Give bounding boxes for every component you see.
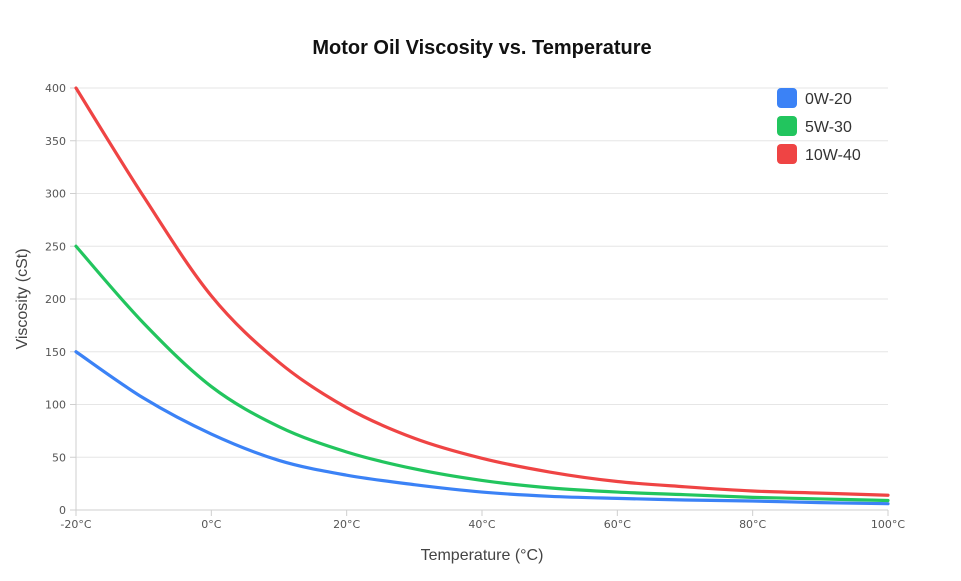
y-tick-label: 250 bbox=[45, 240, 66, 253]
x-tick-label: -20°C bbox=[60, 518, 91, 531]
chart-title: Motor Oil Viscosity vs. Temperature bbox=[312, 37, 651, 59]
legend-swatch bbox=[777, 88, 797, 108]
y-tick-label: 100 bbox=[45, 399, 66, 412]
x-tick-label: 20°C bbox=[333, 518, 360, 531]
x-tick-label: 100°C bbox=[871, 518, 905, 531]
x-tick-label: 80°C bbox=[739, 518, 766, 531]
legend-item-0w-20[interactable]: 0W-20 bbox=[777, 88, 852, 108]
legend-swatch bbox=[777, 144, 797, 164]
x-tick-label: 0°C bbox=[201, 518, 221, 531]
series-line-10w-40 bbox=[74, 86, 890, 497]
x-tick-label: 60°C bbox=[604, 518, 631, 531]
legend-swatch bbox=[777, 116, 797, 136]
series-line-0w-20 bbox=[74, 350, 890, 506]
y-tick-label: 50 bbox=[52, 451, 66, 464]
y-tick-label: 200 bbox=[45, 293, 66, 306]
gridlines bbox=[76, 87, 888, 458]
y-tick-label: 350 bbox=[45, 135, 66, 148]
y-tick-label: 300 bbox=[45, 188, 66, 201]
legend-label: 5W-30 bbox=[805, 119, 852, 136]
legend: 0W-20 5W-30 10W-40 bbox=[777, 88, 861, 164]
y-tick-label: 0 bbox=[59, 504, 66, 517]
legend-item-5w-30[interactable]: 5W-30 bbox=[777, 116, 852, 136]
legend-item-10w-40[interactable]: 10W-40 bbox=[777, 144, 861, 164]
y-tick-label: 400 bbox=[45, 82, 66, 95]
legend-label: 0W-20 bbox=[805, 91, 852, 108]
x-axis-ticks: -20°C 0°C 20°C 40°C 60°C 80°C 100°C bbox=[60, 510, 905, 531]
x-tick-label: 40°C bbox=[468, 518, 495, 531]
y-tick-label: 150 bbox=[45, 346, 66, 359]
x-axis-title: Temperature (°C) bbox=[421, 547, 544, 564]
y-axis-ticks: 0 50 100 150 200 250 300 350 400 bbox=[45, 82, 76, 517]
series-lines bbox=[74, 86, 890, 506]
legend-label: 10W-40 bbox=[805, 147, 861, 164]
series-line-5w-30 bbox=[74, 244, 890, 503]
y-axis-title: Viscosity (cSt) bbox=[14, 248, 31, 349]
